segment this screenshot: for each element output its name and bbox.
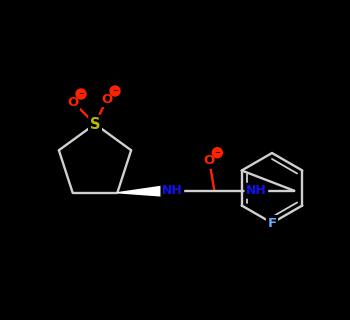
Text: NH: NH: [162, 184, 183, 197]
Text: −: −: [215, 150, 220, 156]
Text: −: −: [112, 88, 118, 94]
Circle shape: [110, 86, 120, 96]
Text: O: O: [102, 92, 113, 106]
Text: F: F: [267, 217, 276, 229]
Text: −: −: [78, 91, 84, 97]
Text: S: S: [90, 116, 100, 132]
Text: O: O: [68, 95, 79, 108]
Circle shape: [76, 89, 86, 99]
Text: NH: NH: [246, 184, 267, 197]
Text: O: O: [204, 154, 215, 167]
Polygon shape: [117, 185, 173, 197]
Circle shape: [212, 148, 222, 158]
